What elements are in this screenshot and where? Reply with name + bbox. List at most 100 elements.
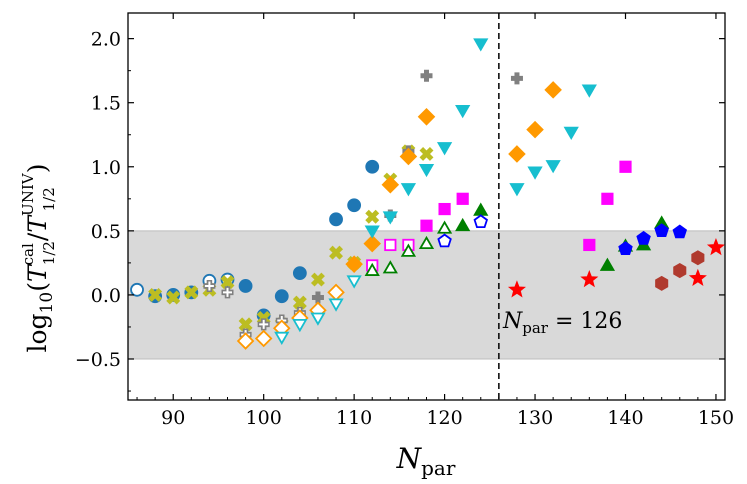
data-point: [346, 275, 362, 289]
data-point: [619, 160, 632, 173]
y-tick-label: 1.0: [91, 157, 121, 179]
data-point: [310, 272, 325, 287]
data-point: [365, 159, 380, 174]
data-point: [203, 279, 216, 292]
y-tick-label: 0.0: [91, 285, 121, 307]
data-point: [363, 234, 382, 253]
data-point: [400, 243, 417, 257]
data-point: [148, 287, 163, 302]
data-point: [184, 285, 199, 300]
data-point: [437, 233, 452, 248]
ticks-layer: 90 100 110 120 130 140 150 −0.5 0.0 0.5 1.0 1.5 2.0: [75, 13, 734, 429]
x-tick-label: 140: [607, 407, 643, 429]
data-point: [654, 223, 669, 238]
series-triangle-down-open: [274, 275, 362, 346]
n126-annotation: Npar = 126: [502, 309, 622, 337]
x-tick-label: 150: [698, 407, 734, 429]
data-point: [508, 145, 526, 163]
data-point: [274, 289, 289, 304]
data-point: [507, 280, 526, 298]
data-point: [599, 257, 616, 271]
data-point: [438, 202, 451, 216]
data-point: [510, 72, 523, 85]
data-point: [418, 235, 435, 250]
data-point: [220, 275, 235, 290]
data-point: [364, 225, 380, 239]
data-point: [419, 146, 434, 161]
series-hexagon-filled: [655, 250, 705, 291]
data-point: [418, 163, 435, 178]
data-point: [436, 142, 453, 156]
data-point: [601, 192, 614, 205]
data-point: [527, 166, 543, 180]
data-point: [292, 295, 307, 310]
data-point: [257, 318, 270, 331]
data-point: [382, 260, 398, 274]
data-point: [345, 255, 363, 273]
data-point: [545, 160, 561, 174]
data-point: [166, 290, 181, 305]
shaded-band-layer: [128, 230, 725, 360]
data-point: [381, 175, 400, 194]
data-point: [420, 69, 433, 82]
data-point: [456, 192, 469, 205]
data-point: [655, 275, 669, 291]
data-point: [583, 238, 596, 252]
y-tick-label: −0.5: [75, 349, 121, 371]
series-triangle-up-open: [364, 220, 453, 276]
data-point: [347, 198, 362, 213]
series-square-filled: [420, 160, 632, 252]
data-point: [688, 268, 707, 286]
data-point: [292, 266, 307, 281]
series-pentagon-open: [437, 214, 489, 248]
data-point: [328, 298, 344, 312]
shaded-band: [128, 230, 725, 359]
data-point: [384, 238, 397, 252]
data-point: [274, 331, 290, 346]
series-diamond-filled: [345, 81, 562, 273]
data-point: [382, 211, 398, 225]
x-tick-label: 110: [336, 407, 372, 429]
data-point: [672, 224, 688, 239]
x-axis-label: Npar: [396, 442, 456, 480]
data-point: [256, 311, 271, 325]
data-point: [436, 220, 453, 234]
x-tick-label: 100: [246, 407, 282, 429]
data-point: [673, 263, 687, 279]
data-point: [509, 183, 525, 197]
data-point: [636, 230, 651, 245]
data-point: [581, 84, 597, 98]
data-point: [563, 126, 579, 140]
data-point: [254, 329, 273, 348]
y-tick-label: 2.0: [91, 29, 121, 51]
data-point: [399, 147, 418, 166]
data-point: [238, 279, 253, 293]
data-point: [292, 318, 308, 333]
data-point: [238, 317, 253, 332]
data-point: [618, 241, 633, 255]
data-point: [455, 217, 471, 232]
series-star-filled: [507, 238, 725, 298]
series-triangle-down-filled: [364, 38, 597, 239]
x-tick-label: 130: [517, 407, 553, 429]
data-point: [706, 238, 725, 256]
data-point: [417, 108, 436, 126]
series-pentagon-filled: [618, 223, 688, 255]
data-point: [400, 183, 417, 197]
x-tick-label: 120: [426, 407, 462, 429]
y-tick-label: 0.5: [91, 221, 121, 243]
data-point: [310, 312, 326, 326]
x-tick-label: 90: [161, 407, 185, 429]
data-point: [236, 332, 255, 350]
data-point: [580, 270, 599, 288]
data-point: [473, 38, 489, 52]
data-point: [544, 81, 562, 99]
data-point: [455, 104, 471, 119]
data-point: [364, 262, 380, 276]
data-point: [221, 286, 234, 299]
data-point: [691, 250, 705, 266]
data-point: [420, 219, 433, 232]
data-point: [311, 291, 324, 304]
data-point: [329, 212, 343, 227]
